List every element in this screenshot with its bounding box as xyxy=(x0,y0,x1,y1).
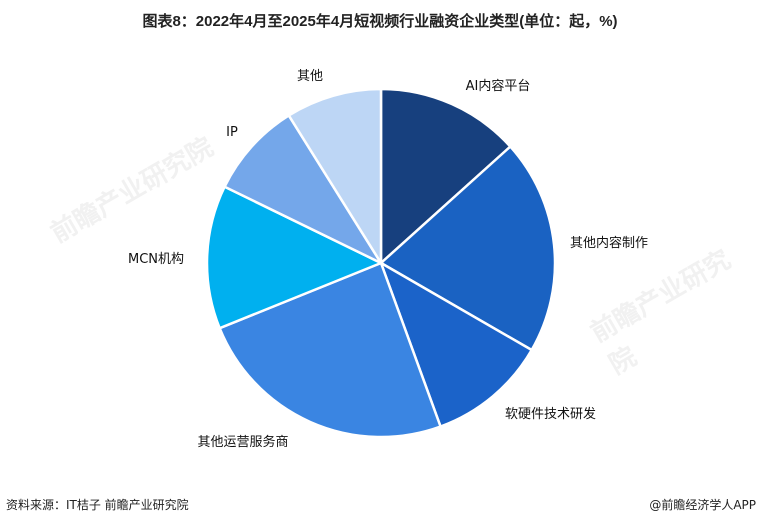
source-note: 资料来源：IT桔子 前瞻产业研究院 xyxy=(6,498,189,512)
pie-slice-5 xyxy=(222,113,385,267)
slice-label: 软硬件技术研发 xyxy=(505,406,596,422)
slice-label: AI内容平台 xyxy=(466,78,531,94)
slice-label: IP xyxy=(226,125,238,140)
chart-title: 图表8：2022年4月至2025年4月短视频行业融资企业类型(单位：起，%) xyxy=(142,13,618,30)
slice-label: 其他 xyxy=(297,69,323,84)
pie-slice-2 xyxy=(378,260,534,429)
slice-label: 其他运营服务商 xyxy=(197,434,288,450)
brand-credit: @前瞻经济学人APP xyxy=(649,498,756,512)
pie-slice-1 xyxy=(378,144,557,352)
pie-slice-0 xyxy=(379,87,513,266)
pie-slice-4 xyxy=(205,185,385,330)
pie-slice-6 xyxy=(287,87,383,268)
slice-label: 其他内容制作 xyxy=(570,235,648,251)
slice-label: MCN机构 xyxy=(128,252,184,267)
